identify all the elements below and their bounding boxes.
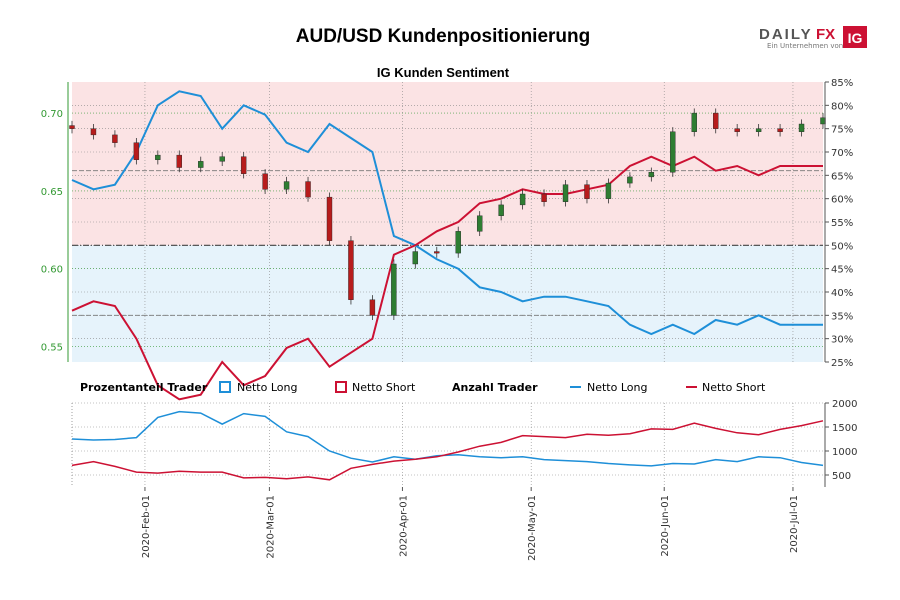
candle-body	[219, 156, 225, 162]
candle-body	[777, 128, 783, 132]
date-tick-label: 2020-May-01	[527, 495, 538, 561]
legend-swatch-short-box	[335, 381, 347, 393]
candle-body	[133, 142, 140, 160]
candle-body	[198, 161, 204, 168]
legend-label-short-count: Netto Short	[702, 381, 766, 394]
sentiment-zones	[72, 82, 823, 362]
candle-body	[713, 112, 719, 129]
count-tick-label: 1000	[832, 447, 857, 458]
candle-body	[326, 196, 333, 241]
x-axis-ticks: 2020-Feb-01 2020-Mar-01 2020-Apr-01 2020-Ma…	[141, 487, 800, 561]
date-tick-label: 2020-Jul-01	[789, 495, 800, 553]
logo-text-daily: DAILY	[759, 26, 813, 43]
long-majority-zone	[72, 245, 823, 362]
candle-body	[240, 156, 247, 174]
percent-tick-label: 25%	[831, 358, 853, 369]
logo-tagline: Ein Unternehmen von	[767, 42, 843, 50]
sentiment-axes: 0.55 0.60 0.65 0.70 25% 30% 35% 40% 45% 50% 55% 60%…	[41, 78, 854, 369]
sentiment-subtitle: IG Kunden Sentiment	[377, 65, 510, 80]
sentiment-grid	[72, 82, 823, 362]
candle-body	[348, 240, 354, 300]
legend: Prozentanteil Trader Netto Long Netto Sh…	[80, 381, 766, 394]
percent-tick-label: 40%	[831, 288, 853, 299]
candle-body	[605, 182, 612, 199]
percent-tick-label: 60%	[831, 195, 853, 206]
count-axes: 500 1000 1500 2000	[71, 399, 857, 487]
count-tick-label: 500	[832, 471, 851, 482]
candle-body	[112, 134, 118, 143]
price-tick-label: 0.60	[41, 265, 63, 276]
count-grid	[72, 402, 823, 487]
candle-body	[755, 128, 762, 132]
candle-body	[648, 172, 655, 178]
candle-body	[691, 112, 697, 132]
ig-badge-box	[843, 26, 867, 48]
date-tick-label: 2020-Jun-01	[660, 495, 671, 557]
legend-label-long: Netto Long	[237, 381, 297, 394]
percent-tick-label: 50%	[831, 241, 853, 252]
price-candles	[69, 108, 826, 320]
legend-label-long-count: Netto Long	[587, 381, 647, 394]
candle-body	[584, 184, 590, 199]
percent-tick-label: 45%	[831, 265, 853, 276]
percent-tick-label: 55%	[831, 218, 853, 229]
candle-body	[734, 128, 740, 132]
count-tick-label: 2000	[832, 399, 857, 410]
net-short-count-line	[71, 420, 824, 481]
candle-body	[412, 251, 419, 265]
ig-badge-text: IG	[848, 30, 863, 46]
candle-body	[434, 251, 440, 254]
legend-swatch-long-box	[219, 381, 231, 393]
candle-body	[283, 181, 290, 190]
candle-body	[155, 154, 161, 160]
candle-body	[498, 204, 504, 216]
date-tick-label: 2020-Apr-01	[398, 495, 409, 557]
short-majority-zone	[72, 82, 823, 246]
percent-tick-label: 30%	[831, 335, 853, 346]
candle-body	[391, 263, 397, 316]
candle-body	[90, 128, 97, 136]
date-tick-label: 2020-Feb-01	[141, 495, 152, 558]
count-series	[71, 410, 824, 481]
percent-tick-label: 80%	[831, 101, 853, 112]
percent-tick-label: 35%	[831, 311, 853, 322]
date-tick-label: 2020-Mar-01	[265, 495, 276, 559]
percent-tick-label: 65%	[831, 171, 853, 182]
candle-body	[798, 123, 805, 132]
candle-body	[627, 176, 633, 184]
candle-body	[519, 193, 526, 206]
net-short-percent-line	[71, 155, 823, 401]
candle-body	[455, 231, 461, 254]
chart-title: AUD/USD Kundenpositionierung	[296, 26, 590, 47]
count-tick-label: 1500	[832, 423, 857, 434]
net-long-percent-line	[71, 90, 823, 336]
logo-text-fx: FX	[816, 26, 835, 43]
candle-body	[670, 131, 676, 173]
percent-tick-label: 85%	[831, 78, 853, 89]
candle-body	[541, 193, 547, 202]
price-tick-label: 0.70	[41, 109, 63, 120]
percent-tick-label: 70%	[831, 148, 853, 159]
candle-body	[176, 154, 182, 168]
sentiment-series	[71, 90, 823, 401]
legend-title-percent: Prozentanteil Trader	[80, 381, 208, 394]
candle-body	[262, 173, 268, 190]
candle-body	[69, 125, 75, 129]
candle-body	[476, 215, 483, 232]
candle-body	[369, 299, 376, 316]
percent-tick-label: 75%	[831, 125, 853, 136]
legend-label-short: Netto Short	[352, 381, 416, 394]
price-tick-label: 0.65	[41, 187, 63, 198]
price-tick-label: 0.55	[41, 342, 63, 353]
candle-body	[305, 181, 311, 198]
dailyfx-logo: DAILY FX Ein Unternehmen von IG	[759, 26, 867, 50]
legend-title-count: Anzahl Trader	[452, 381, 538, 394]
candle-body	[562, 184, 569, 202]
net-long-count-line	[71, 410, 824, 467]
